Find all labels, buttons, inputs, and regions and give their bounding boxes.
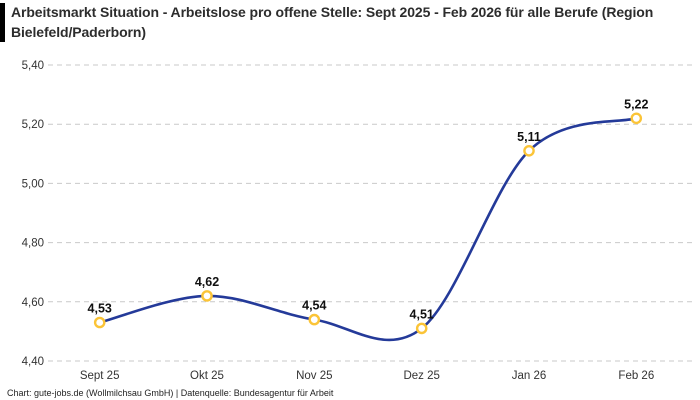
x-axis-label: Okt 25 bbox=[190, 370, 224, 382]
chart-credit: Chart: gute-jobs.de (Wollmilchsau GmbH) … bbox=[7, 388, 334, 398]
chart-title: Arbeitsmarkt Situation - Arbeitslose pro… bbox=[0, 3, 663, 42]
x-axis-label: Jan 26 bbox=[512, 370, 547, 382]
y-axis-tick-label: 5,20 bbox=[22, 119, 44, 131]
y-axis-tick-label: 5,40 bbox=[22, 60, 44, 72]
x-axis-label: Dez 25 bbox=[403, 370, 439, 382]
y-axis-tick-label: 5,00 bbox=[22, 178, 44, 190]
x-axis-label: Nov 25 bbox=[296, 370, 332, 382]
data-point-marker bbox=[308, 313, 321, 326]
data-point-value-label: 4,54 bbox=[302, 299, 326, 313]
data-point-value-label: 5,22 bbox=[624, 97, 648, 111]
data-point-marker bbox=[201, 290, 213, 302]
x-axis-label: Feb 26 bbox=[618, 370, 654, 382]
y-axis-tick-label: 4,40 bbox=[22, 356, 44, 368]
y-axis-tick-label: 4,80 bbox=[22, 238, 44, 250]
data-point-value-label: 5,11 bbox=[517, 130, 541, 144]
data-point-value-label: 4,53 bbox=[88, 302, 112, 316]
data-point-marker bbox=[415, 322, 428, 335]
data-point-marker bbox=[93, 316, 106, 329]
y-axis-tick-label: 4,60 bbox=[22, 297, 44, 309]
data-point-value-label: 4,62 bbox=[195, 275, 219, 289]
x-axis-label: Sept 25 bbox=[80, 370, 120, 382]
data-point-value-label: 4,51 bbox=[410, 307, 434, 321]
data-point-marker bbox=[523, 144, 535, 157]
data-point-marker bbox=[630, 112, 643, 125]
series-line bbox=[98, 117, 638, 342]
